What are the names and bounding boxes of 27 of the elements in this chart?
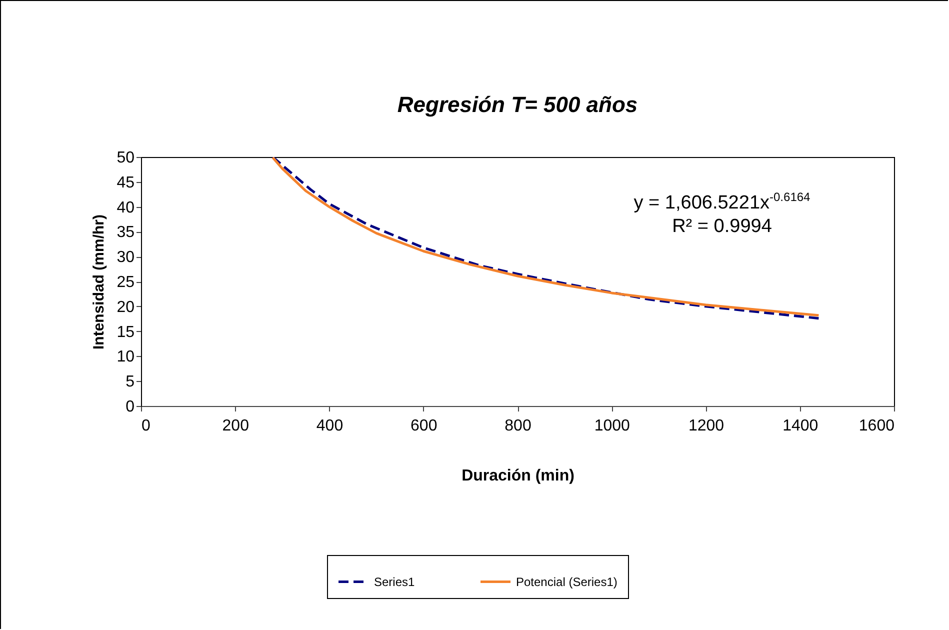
x-tick-label: 400 <box>316 418 344 434</box>
x-tick-label: 1400 <box>782 418 818 434</box>
x-tick-label: 1000 <box>594 418 630 434</box>
x-tick-label: 600 <box>410 418 438 434</box>
x-axis-title: Duración (min) <box>462 468 574 484</box>
annotation: y = 1,606.5221x$^{-0.6164}$ <box>634 190 810 214</box>
y-tick-label: 15 <box>116 324 135 341</box>
y-axis-title: Intensidad (mm/hr) <box>90 214 108 350</box>
chart-title: Regresión T= 500 años <box>397 92 638 117</box>
x-tick-label: 0 <box>142 418 150 434</box>
y-tick-label: 30 <box>116 249 135 266</box>
y-tick-label: 0 <box>126 398 135 416</box>
legend-label: Potencial (Series1) <box>516 574 618 589</box>
x-tick-label: 800 <box>504 418 532 434</box>
y-tick-label: 10 <box>116 348 135 366</box>
x-tick-label: 1600 <box>858 418 895 434</box>
y-tick-label: 40 <box>116 199 135 216</box>
y-tick-label: 50 <box>116 150 135 166</box>
legend-label: Series1 <box>374 574 416 589</box>
y-tick-label: 5 <box>126 374 135 391</box>
y-tick-label: 45 <box>116 174 135 192</box>
y-tick-label: 25 <box>116 274 135 291</box>
x-tick-label: 200 <box>222 418 250 434</box>
annotation: R² = 0.9994 <box>672 216 772 238</box>
x-tick-label: 1200 <box>688 418 724 434</box>
y-tick-label: 20 <box>116 298 135 316</box>
y-tick-label: 35 <box>116 224 135 242</box>
